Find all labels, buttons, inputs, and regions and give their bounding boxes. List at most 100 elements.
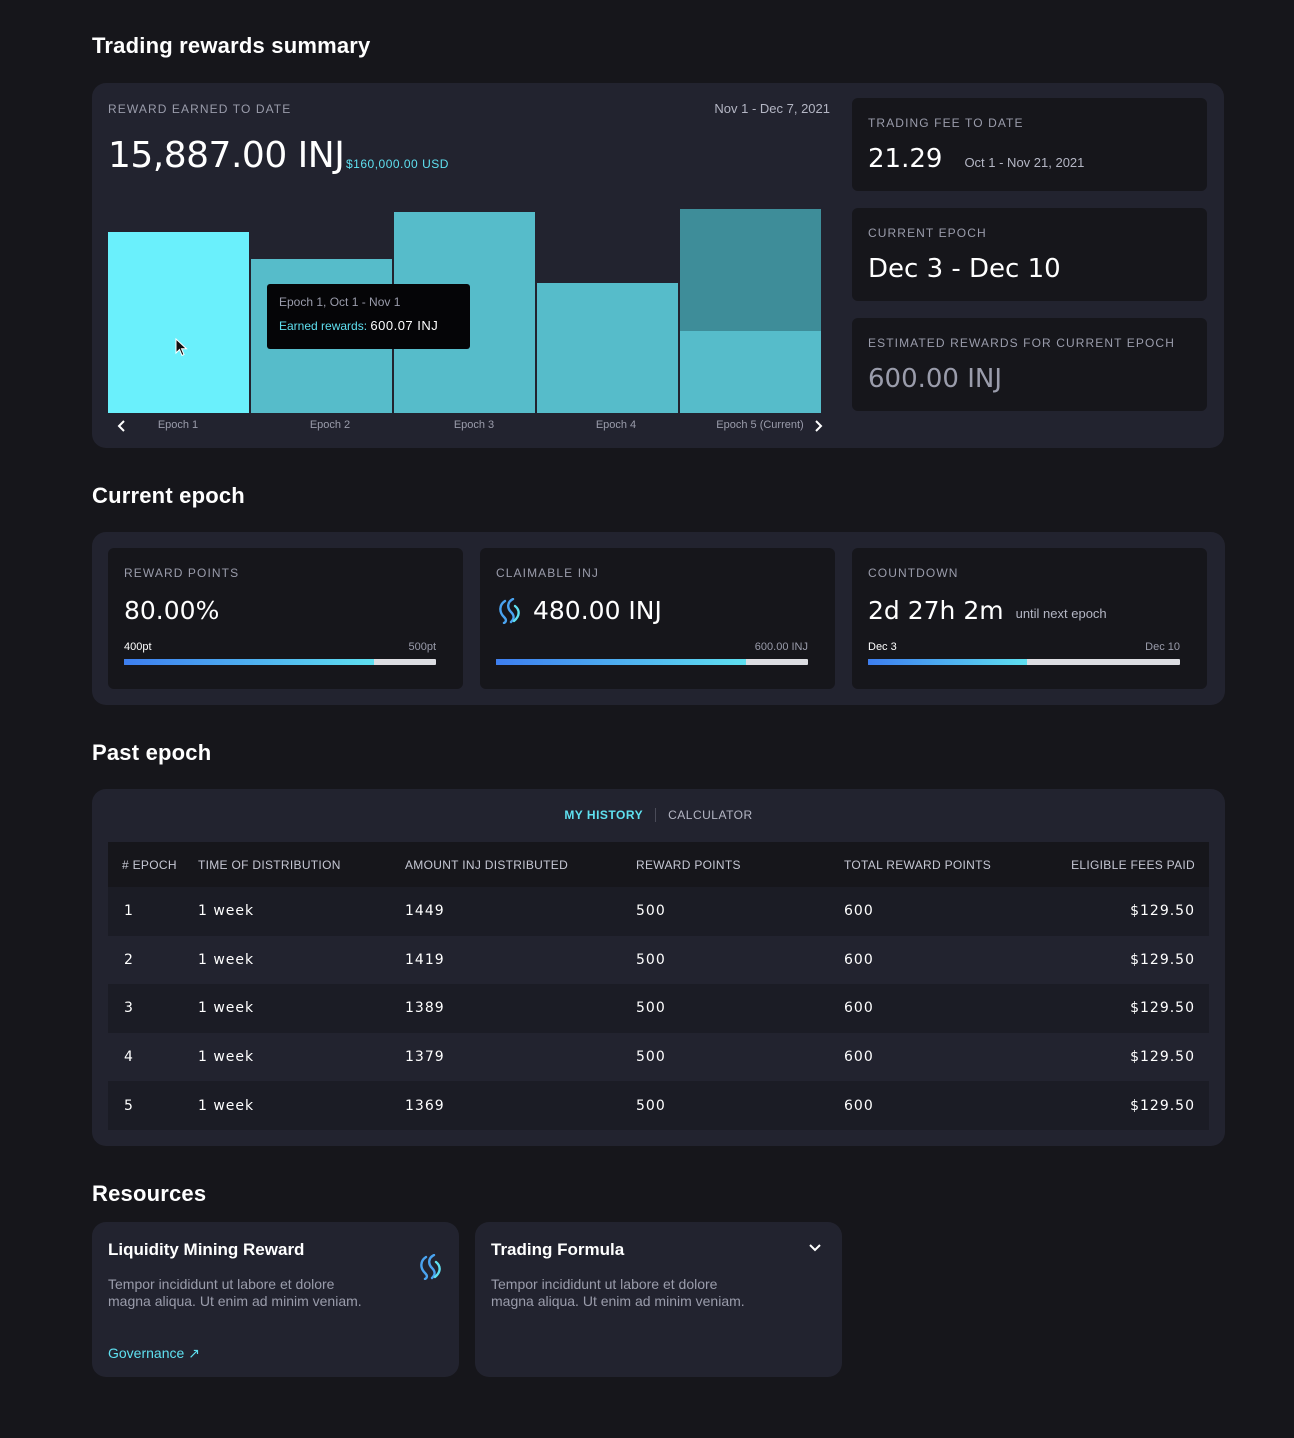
reward-earned-label: REWARD EARNED TO DATE	[108, 102, 292, 116]
table-cell: 1419	[405, 935, 636, 985]
reward-points-value: 80.00%	[124, 596, 220, 625]
table-cell: 500	[636, 887, 844, 936]
tooltip-rewards-label: Earned rewards:	[279, 319, 368, 333]
reward-points-card: REWARD POINTS 80.00% 400pt 500pt	[108, 548, 463, 689]
reward-usd-value: $160,000.00 USD	[346, 157, 449, 171]
countdown-start: Dec 3	[868, 641, 897, 653]
resource-card-trading-formula[interactable]: Trading Formula Tempor incididunt ut lab…	[475, 1222, 842, 1377]
table-cell: $129.50	[1052, 984, 1209, 1033]
table-cell: 500	[636, 984, 844, 1033]
trading-fee-card: TRADING FEE TO DATE 21.29 Oct 1 - Nov 21,…	[852, 98, 1207, 191]
claimable-inj-label: CLAIMABLE INJ	[496, 566, 599, 580]
estimated-rewards-value: 600.00 INJ	[868, 364, 1003, 394]
countdown-label: COUNTDOWN	[868, 566, 959, 580]
tooltip-title: Epoch 1, Oct 1 - Nov 1	[279, 295, 401, 309]
governance-link[interactable]: Governance ↗	[108, 1345, 200, 1361]
table-cell: $129.50	[1052, 935, 1209, 985]
countdown-value: 2d 27h 2m	[868, 596, 1004, 625]
claimable-inj-value: 480.00 INJ	[533, 596, 662, 625]
claimable-max: 600.00 INJ	[754, 641, 808, 653]
tab-calculator[interactable]: CALCULATOR	[655, 808, 765, 822]
trading-fee-range: Oct 1 - Nov 21, 2021	[964, 155, 1085, 170]
table-cell: 1 week	[198, 887, 405, 936]
chart-bar-epoch-4[interactable]	[537, 283, 678, 413]
trading-fee-value: 21.29	[868, 144, 943, 174]
table-cell: 500	[636, 935, 844, 985]
reward-points-bar-labels: 400pt 500pt	[124, 641, 436, 655]
resource-card-liquidity[interactable]: Liquidity Mining Reward Tempor incididun…	[92, 1222, 459, 1377]
tab-my-history[interactable]: MY HISTORY	[564, 808, 644, 822]
history-table: # EPOCH TIME OF DISTRIBUTION AMOUNT INJ …	[108, 842, 1209, 1130]
current-epoch-label: CURRENT EPOCH	[868, 226, 987, 240]
resource-description: Tempor incididunt ut labore et dolore ma…	[108, 1276, 362, 1309]
tooltip-rewards-value: 600.07 INJ	[370, 318, 439, 333]
table-cell: 1	[108, 887, 198, 936]
table-cell: 1449	[405, 887, 636, 936]
past-epoch-panel: MY HISTORY CALCULATOR # EPOCH TIME OF DIS…	[92, 789, 1225, 1146]
reward-date-range: Nov 1 - Dec 7, 2021	[714, 101, 830, 116]
past-epoch-title: Past epoch	[92, 740, 212, 765]
tooltip-rewards: Earned rewards: 600.07 INJ	[279, 318, 458, 333]
chart-x-axis: Epoch 1 Epoch 2 Epoch 3 Epoch 4 Epoch 5 …	[108, 419, 830, 439]
reward-points-label: REWARD POINTS	[124, 566, 240, 580]
reward-earned-value: 15,887.00 INJ	[108, 135, 345, 176]
table-cell: 600	[844, 887, 1052, 936]
countdown-card: COUNTDOWN 2d 27h 2m until next epoch Dec…	[852, 548, 1207, 689]
claimable-inj-row: 480.00 INJ	[496, 596, 819, 625]
resource-title: Trading Formula	[491, 1240, 625, 1259]
estimated-rewards-card: ESTIMATED REWARDS FOR CURRENT EPOCH 600.…	[852, 318, 1207, 411]
x-tick-epoch-4: Epoch 4	[595, 419, 637, 431]
table-cell: 1 week	[198, 984, 405, 1033]
claimable-bar-labels: 600.00 INJ	[496, 641, 808, 655]
chart-prev-arrow-icon[interactable]	[112, 419, 132, 439]
resource-title: Liquidity Mining Reward	[108, 1240, 305, 1259]
col-amount: AMOUNT INJ DISTRIBUTED	[405, 842, 636, 887]
chart-bar-epoch-1[interactable]	[108, 232, 249, 413]
x-tick-epoch-3: Epoch 3	[453, 419, 495, 431]
reward-points-progress	[124, 659, 436, 665]
injective-logo-icon	[417, 1253, 443, 1285]
chart-bar-epoch-5-projected[interactable]	[680, 209, 821, 331]
current-epoch-title: Current epoch	[92, 483, 245, 508]
table-cell: 1 week	[198, 1032, 405, 1082]
resource-description: Tempor incididunt ut labore et dolore ma…	[491, 1276, 745, 1309]
reward-points-min: 400pt	[124, 641, 152, 653]
summary-title: Trading rewards summary	[92, 33, 371, 58]
current-epoch-panel: REWARD POINTS 80.00% 400pt 500pt CLAIMAB…	[92, 532, 1225, 705]
reward-points-progress-fill	[124, 659, 374, 665]
chart-tooltip: Epoch 1, Oct 1 - Nov 1 Earned rewards: 6…	[267, 284, 470, 349]
table-cell: 1369	[405, 1081, 636, 1130]
table-cell: 600	[844, 984, 1052, 1033]
table-cell: 3	[108, 984, 198, 1033]
table-header-row: # EPOCH TIME OF DISTRIBUTION AMOUNT INJ …	[108, 842, 1209, 887]
reward-points-max: 500pt	[408, 641, 436, 653]
table-cell: 600	[844, 1032, 1052, 1082]
table-cell: 500	[636, 1032, 844, 1082]
claimable-inj-card: CLAIMABLE INJ 480.00 INJ 600.00 INJ	[480, 548, 835, 689]
trading-fee-row: 21.29 Oct 1 - Nov 21, 2021	[868, 144, 1191, 174]
table-cell: 1379	[405, 1032, 636, 1082]
col-reward-points: REWARD POINTS	[636, 842, 844, 887]
x-tick-epoch-1: Epoch 1	[157, 419, 199, 431]
estimated-rewards-label: ESTIMATED REWARDS FOR CURRENT EPOCH	[868, 336, 1175, 350]
current-epoch-card: CURRENT EPOCH Dec 3 - Dec 10	[852, 208, 1207, 301]
chevron-down-icon[interactable]	[808, 1240, 822, 1258]
x-tick-epoch-5: Epoch 5 (Current)	[716, 419, 804, 431]
chart-next-arrow-icon[interactable]	[808, 419, 828, 439]
countdown-suffix: until next epoch	[1015, 606, 1107, 621]
table-cell: 2	[108, 935, 198, 985]
claimable-progress-fill	[496, 659, 746, 665]
table-cell: 600	[844, 935, 1052, 985]
history-tabs: MY HISTORY CALCULATOR	[92, 808, 1225, 822]
table-cell: 1 week	[198, 1081, 405, 1130]
table-cell: $129.50	[1052, 1081, 1209, 1130]
table-cell: 1389	[405, 984, 636, 1033]
countdown-progress-fill	[868, 659, 1028, 665]
col-total-reward-points: TOTAL REWARD POINTS	[844, 842, 1052, 887]
x-tick-epoch-2: Epoch 2	[309, 419, 351, 431]
col-epoch: # EPOCH	[108, 842, 198, 887]
chart-bar-epoch-5-earned[interactable]	[680, 331, 821, 413]
